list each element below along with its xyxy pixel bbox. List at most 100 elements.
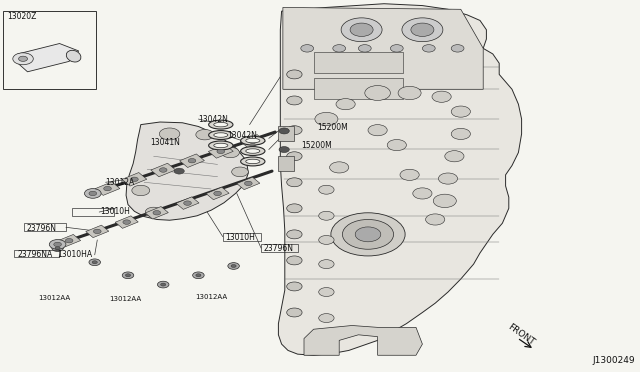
Circle shape: [451, 45, 464, 52]
Polygon shape: [126, 122, 248, 220]
Text: FRONT: FRONT: [506, 323, 536, 347]
Circle shape: [232, 167, 248, 177]
Circle shape: [422, 45, 435, 52]
Circle shape: [244, 181, 252, 186]
Circle shape: [228, 263, 239, 269]
Polygon shape: [58, 234, 81, 247]
Text: 23796N: 23796N: [27, 224, 57, 233]
Ellipse shape: [214, 133, 228, 137]
Ellipse shape: [214, 122, 228, 127]
Circle shape: [301, 45, 314, 52]
Circle shape: [279, 147, 289, 153]
Circle shape: [342, 219, 394, 249]
Circle shape: [159, 128, 180, 140]
Text: 23796N: 23796N: [264, 244, 294, 253]
Circle shape: [249, 139, 257, 144]
Circle shape: [426, 214, 445, 225]
Circle shape: [54, 242, 61, 247]
Text: 13042N: 13042N: [227, 131, 257, 140]
Circle shape: [331, 213, 405, 256]
Circle shape: [287, 308, 302, 317]
Circle shape: [153, 211, 161, 215]
Bar: [24, 223, 66, 231]
Text: 13010HA: 13010HA: [58, 250, 93, 259]
Circle shape: [315, 112, 338, 126]
Circle shape: [196, 274, 201, 277]
Circle shape: [193, 272, 204, 279]
Circle shape: [89, 259, 100, 266]
Polygon shape: [283, 7, 483, 89]
Polygon shape: [145, 206, 168, 219]
Bar: [72, 208, 114, 216]
Circle shape: [287, 282, 302, 291]
Ellipse shape: [209, 131, 233, 140]
Circle shape: [214, 191, 221, 196]
Circle shape: [13, 53, 33, 65]
Text: 13042N: 13042N: [198, 115, 228, 124]
Circle shape: [400, 169, 419, 180]
Text: 13012AA: 13012AA: [195, 294, 227, 300]
Circle shape: [287, 230, 302, 239]
Bar: [278, 156, 294, 171]
Circle shape: [390, 45, 403, 52]
Text: 15200M: 15200M: [301, 141, 332, 150]
Bar: [278, 126, 294, 141]
Text: 13020Z: 13020Z: [8, 12, 37, 21]
Polygon shape: [122, 173, 147, 186]
Circle shape: [445, 151, 464, 162]
Polygon shape: [95, 182, 120, 195]
Circle shape: [92, 261, 97, 264]
Polygon shape: [180, 154, 204, 167]
Circle shape: [333, 45, 346, 52]
Circle shape: [52, 245, 63, 251]
Bar: [223, 232, 261, 241]
Circle shape: [365, 86, 390, 100]
Polygon shape: [18, 44, 79, 72]
Circle shape: [104, 186, 111, 191]
Circle shape: [319, 185, 334, 194]
Circle shape: [368, 125, 387, 136]
Circle shape: [287, 256, 302, 265]
Polygon shape: [151, 163, 175, 177]
Circle shape: [398, 86, 421, 100]
Text: 13012AA: 13012AA: [109, 296, 141, 302]
Circle shape: [411, 23, 434, 36]
Bar: [314, 52, 403, 73]
Ellipse shape: [241, 147, 265, 155]
Circle shape: [413, 188, 432, 199]
Circle shape: [132, 185, 150, 196]
Circle shape: [184, 201, 191, 205]
Circle shape: [231, 264, 236, 267]
Circle shape: [319, 314, 334, 323]
Text: 15200M: 15200M: [317, 123, 348, 132]
Circle shape: [355, 227, 381, 242]
Circle shape: [221, 147, 239, 158]
Circle shape: [319, 288, 334, 296]
Text: 13012A: 13012A: [106, 178, 135, 187]
Circle shape: [19, 56, 28, 61]
Circle shape: [330, 162, 349, 173]
Bar: [261, 244, 298, 252]
Circle shape: [196, 129, 214, 140]
Ellipse shape: [246, 149, 260, 153]
Circle shape: [122, 272, 134, 279]
Circle shape: [65, 238, 73, 243]
Circle shape: [287, 70, 302, 79]
Circle shape: [387, 140, 406, 151]
Circle shape: [49, 240, 66, 249]
Circle shape: [217, 149, 225, 154]
Circle shape: [89, 191, 97, 196]
Ellipse shape: [214, 143, 228, 148]
Ellipse shape: [241, 136, 265, 145]
Circle shape: [287, 152, 302, 161]
Circle shape: [287, 178, 302, 187]
Text: 23796NA: 23796NA: [17, 250, 52, 259]
Circle shape: [123, 220, 131, 224]
Ellipse shape: [209, 141, 233, 150]
Text: 13041N: 13041N: [150, 138, 180, 147]
Bar: [3, 11, 96, 89]
Circle shape: [131, 177, 138, 182]
Ellipse shape: [241, 157, 265, 166]
Circle shape: [125, 274, 131, 277]
Text: 13012AA: 13012AA: [38, 295, 70, 301]
